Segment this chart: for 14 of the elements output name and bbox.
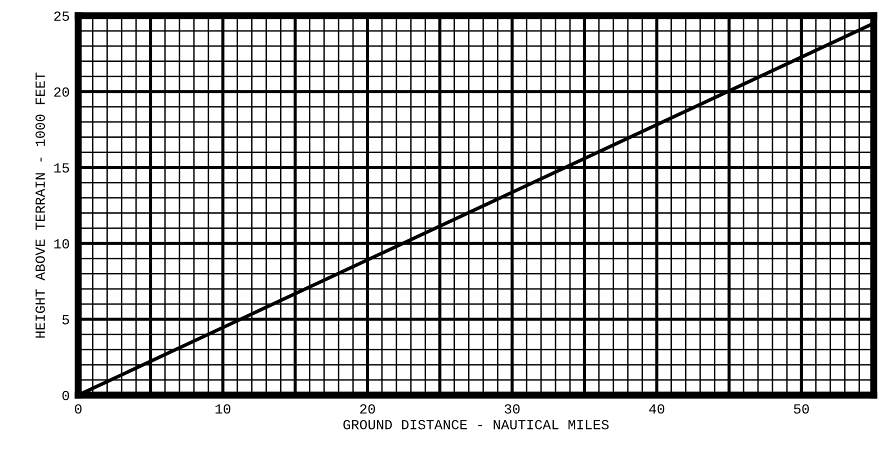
- y-tick-label: 5: [62, 315, 70, 324]
- y-tick-label: 10: [54, 239, 70, 249]
- x-tick-label: 10: [216, 404, 230, 414]
- x-tick-label: 50: [794, 404, 809, 414]
- x-tick-label: 30: [504, 404, 520, 414]
- y-axis-title: HEIGHT ABOVE TERRAIN - 1000 FEET: [36, 72, 45, 338]
- x-tick-label: 0: [74, 404, 82, 414]
- y-tick-label: 20: [54, 87, 70, 97]
- y-tick-label: 0: [62, 390, 70, 400]
- y-tick-label: 25: [54, 11, 70, 21]
- x-tick-label: 20: [360, 404, 375, 414]
- y-tick-label: 15: [54, 163, 70, 173]
- x-tick-label: 40: [649, 404, 664, 414]
- x-axis-title: GROUND DISTANCE - NAUTICAL MILES: [343, 420, 609, 430]
